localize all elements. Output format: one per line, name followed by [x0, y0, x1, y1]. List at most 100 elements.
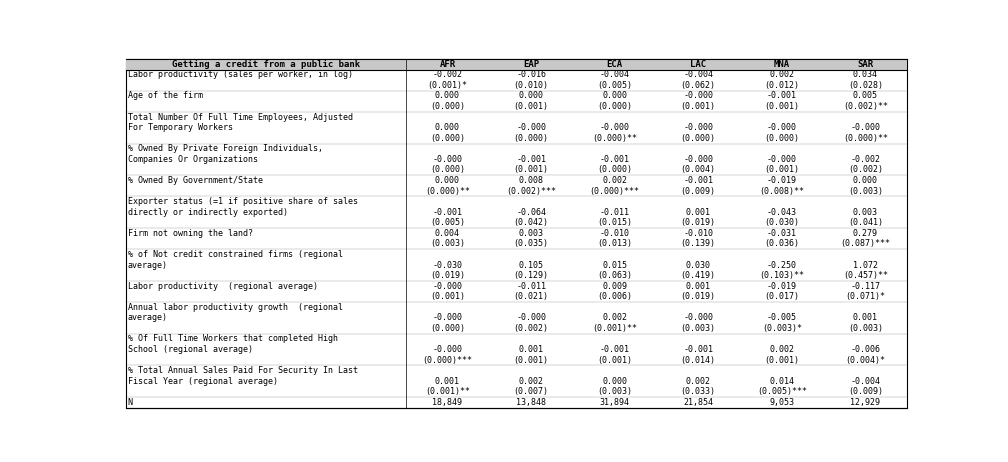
Text: Labor productivity  (regional average): Labor productivity (regional average) — [128, 282, 318, 291]
Text: (0.001): (0.001) — [513, 165, 548, 175]
Text: 31,894: 31,894 — [600, 398, 630, 407]
Text: 21,854: 21,854 — [683, 398, 714, 407]
Text: LAC: LAC — [690, 60, 707, 69]
Text: (0.001): (0.001) — [764, 102, 799, 111]
Text: Labor productivity (sales per worker, in log): Labor productivity (sales per worker, in… — [128, 70, 353, 79]
Text: 0.003: 0.003 — [518, 229, 543, 238]
Text: -0.031: -0.031 — [767, 229, 796, 238]
Text: -0.001: -0.001 — [683, 345, 714, 354]
Text: AFR: AFR — [439, 60, 456, 69]
Text: (0.071)*: (0.071)* — [846, 292, 885, 301]
Text: 18,849: 18,849 — [432, 398, 463, 407]
Text: (0.009): (0.009) — [680, 187, 716, 195]
Text: (0.000)***: (0.000)*** — [590, 187, 640, 195]
Text: -0.019: -0.019 — [767, 282, 796, 291]
Text: -0.000: -0.000 — [683, 123, 714, 132]
Text: -0.000: -0.000 — [683, 91, 714, 100]
Text: -0.064: -0.064 — [516, 208, 546, 217]
Text: % Owned By Private Foreign Individuals,: % Owned By Private Foreign Individuals, — [128, 144, 323, 153]
Text: (0.000): (0.000) — [430, 324, 465, 333]
Text: 0.034: 0.034 — [853, 70, 878, 79]
Text: 1.072: 1.072 — [853, 261, 878, 269]
Text: (0.087)***: (0.087)*** — [841, 239, 890, 249]
Text: % Of Full Time Workers that completed High: % Of Full Time Workers that completed Hi… — [128, 334, 338, 343]
Text: (0.000): (0.000) — [430, 102, 465, 111]
Text: -0.010: -0.010 — [683, 229, 714, 238]
Text: (0.002): (0.002) — [513, 324, 548, 333]
Text: (0.015): (0.015) — [597, 218, 632, 227]
Text: -0.001: -0.001 — [600, 345, 630, 354]
Text: (0.003): (0.003) — [430, 239, 465, 249]
Text: (0.062): (0.062) — [680, 81, 716, 90]
Text: (0.041): (0.041) — [848, 218, 883, 227]
Text: (0.419): (0.419) — [680, 271, 716, 280]
Text: 0.000: 0.000 — [518, 91, 543, 100]
Text: (0.012): (0.012) — [764, 81, 799, 90]
Text: -0.001: -0.001 — [432, 208, 463, 217]
Text: -0.006: -0.006 — [851, 345, 880, 354]
Text: -0.002: -0.002 — [851, 155, 880, 164]
Text: Companies Or Organizations: Companies Or Organizations — [128, 155, 258, 164]
Text: 0.001: 0.001 — [685, 282, 711, 291]
Text: (0.035): (0.035) — [513, 239, 548, 249]
Text: (0.000)***: (0.000)*** — [422, 356, 473, 365]
Text: 0.002: 0.002 — [685, 377, 711, 386]
Text: SAR: SAR — [858, 60, 874, 69]
Text: (0.001): (0.001) — [597, 356, 632, 365]
Text: ECA: ECA — [607, 60, 623, 69]
Text: (0.000)**: (0.000)** — [592, 134, 637, 143]
Text: (0.019): (0.019) — [430, 271, 465, 280]
Text: directly or indirectly exported): directly or indirectly exported) — [128, 208, 287, 217]
Text: (0.009): (0.009) — [848, 387, 883, 396]
Text: (0.000)**: (0.000)** — [425, 187, 470, 195]
Text: (0.017): (0.017) — [764, 292, 799, 301]
Text: (0.457)**: (0.457)** — [843, 271, 888, 280]
Text: (0.000): (0.000) — [680, 134, 716, 143]
Text: 9,053: 9,053 — [769, 398, 794, 407]
Text: (0.001)*: (0.001)* — [427, 81, 468, 90]
Text: -0.000: -0.000 — [683, 313, 714, 322]
Text: (0.003): (0.003) — [597, 387, 632, 396]
Text: Exporter status (=1 if positive share of sales: Exporter status (=1 if positive share of… — [128, 197, 358, 206]
Text: 0.002: 0.002 — [769, 345, 794, 354]
Text: For Temporary Workers: For Temporary Workers — [128, 123, 233, 132]
Text: (0.036): (0.036) — [764, 239, 799, 249]
Text: -0.000: -0.000 — [432, 345, 463, 354]
Text: 0.279: 0.279 — [853, 229, 878, 238]
Text: -0.001: -0.001 — [767, 91, 796, 100]
Text: % Total Annual Sales Paid For Security In Last: % Total Annual Sales Paid For Security I… — [128, 366, 358, 375]
Text: N: N — [128, 398, 133, 407]
Text: -0.019: -0.019 — [767, 176, 796, 185]
Text: (0.019): (0.019) — [680, 292, 716, 301]
Text: -0.043: -0.043 — [767, 208, 796, 217]
Text: -0.000: -0.000 — [516, 313, 546, 322]
Text: (0.001): (0.001) — [680, 102, 716, 111]
Text: -0.000: -0.000 — [516, 123, 546, 132]
Text: 0.015: 0.015 — [602, 261, 627, 269]
Text: 0.005: 0.005 — [853, 91, 878, 100]
Text: -0.250: -0.250 — [767, 261, 796, 269]
Text: 0.003: 0.003 — [853, 208, 878, 217]
Text: (0.008)**: (0.008)** — [759, 187, 804, 195]
Text: (0.103)**: (0.103)** — [759, 271, 804, 280]
Text: EAP: EAP — [523, 60, 539, 69]
Text: -0.000: -0.000 — [600, 123, 630, 132]
Text: Annual labor productivity growth  (regional: Annual labor productivity growth (region… — [128, 303, 343, 312]
Text: (0.004)*: (0.004)* — [846, 356, 885, 365]
Text: (0.000): (0.000) — [764, 134, 799, 143]
Text: average): average) — [128, 313, 167, 322]
Text: -0.000: -0.000 — [432, 155, 463, 164]
Text: 0.014: 0.014 — [769, 377, 794, 386]
Text: -0.004: -0.004 — [683, 70, 714, 79]
Text: School (regional average): School (regional average) — [128, 345, 253, 354]
Text: (0.005): (0.005) — [430, 218, 465, 227]
Text: Total Number Of Full Time Employees, Adjusted: Total Number Of Full Time Employees, Adj… — [128, 113, 353, 122]
Text: (0.001): (0.001) — [764, 356, 799, 365]
Text: Age of the firm: Age of the firm — [128, 91, 203, 100]
Text: -0.000: -0.000 — [432, 313, 463, 322]
Text: 0.000: 0.000 — [435, 176, 460, 185]
Text: (0.003): (0.003) — [848, 324, 883, 333]
Text: 0.002: 0.002 — [518, 377, 543, 386]
Text: -0.117: -0.117 — [851, 282, 880, 291]
Text: 12,929: 12,929 — [851, 398, 880, 407]
